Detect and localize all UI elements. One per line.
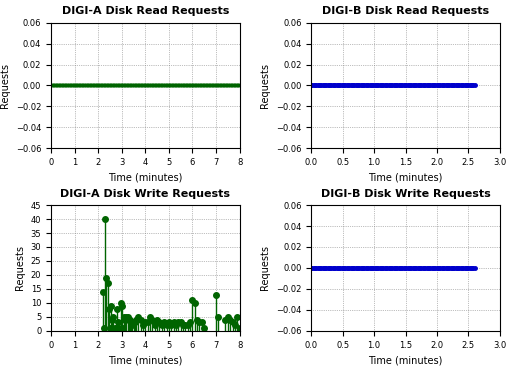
X-axis label: Time (minutes): Time (minutes): [367, 173, 442, 183]
Y-axis label: Requests: Requests: [260, 246, 270, 290]
Title: DIGI-B Disk Write Requests: DIGI-B Disk Write Requests: [320, 189, 490, 199]
Title: DIGI-A Disk Read Requests: DIGI-A Disk Read Requests: [62, 6, 229, 16]
Y-axis label: Requests: Requests: [15, 246, 25, 290]
Y-axis label: Requests: Requests: [260, 63, 270, 108]
X-axis label: Time (minutes): Time (minutes): [108, 355, 182, 365]
X-axis label: Time (minutes): Time (minutes): [367, 355, 442, 365]
Title: DIGI-B Disk Read Requests: DIGI-B Disk Read Requests: [321, 6, 488, 16]
Title: DIGI-A Disk Write Requests: DIGI-A Disk Write Requests: [60, 189, 230, 199]
Y-axis label: Requests: Requests: [0, 63, 10, 108]
X-axis label: Time (minutes): Time (minutes): [108, 173, 182, 183]
